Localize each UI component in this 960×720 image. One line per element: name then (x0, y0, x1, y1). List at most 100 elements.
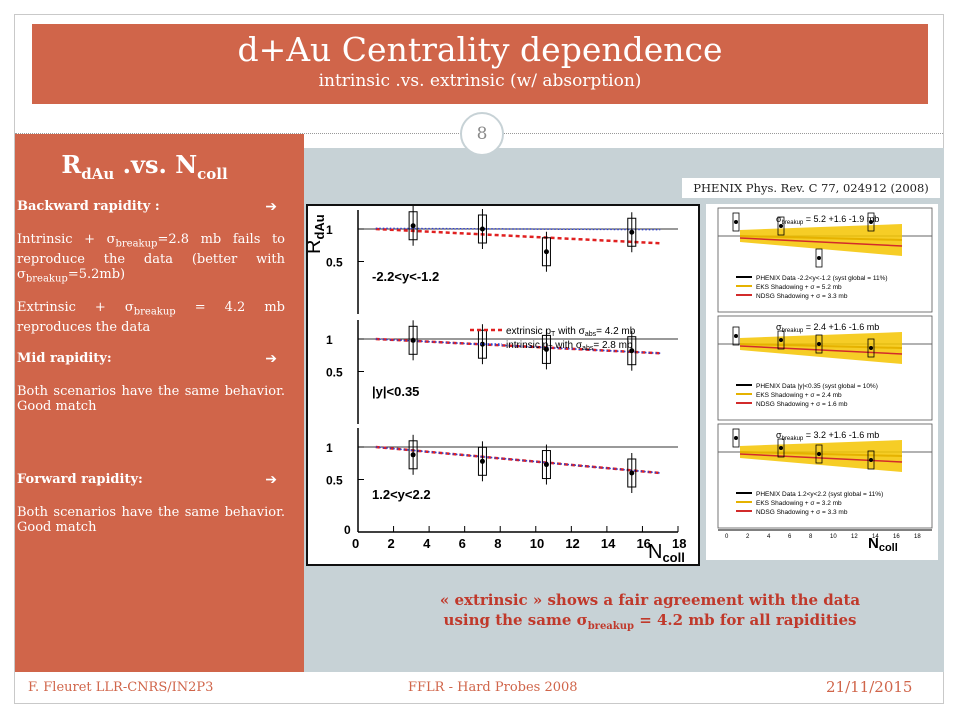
slide-number: 8 (460, 112, 504, 156)
phenix-syst-box (867, 212, 875, 232)
data-point (629, 348, 635, 354)
phenix-data-point (869, 346, 873, 350)
data-point (543, 346, 549, 352)
backward-section: Backward rapidity : ➔ Intrinsic + σbreak… (17, 199, 285, 335)
phenix-ndsg-line (739, 453, 903, 463)
phenix-x-tick-label: 4 (767, 534, 771, 540)
legend-int-a: intrinsic p (506, 340, 549, 351)
mid-text: Both scenarios have the same behavior. G… (17, 384, 285, 414)
phenix-panel-frame (717, 315, 933, 421)
phenix-syst-box (815, 334, 823, 354)
phenix-x-tick-label: 2 (746, 534, 750, 540)
phenix-sigma-label: σbreakup = 3.2 +1.6 -1.6 mb (776, 430, 879, 442)
phenix-legend-text: NDSG Shadowing + σ = 3.3 mb (756, 509, 848, 516)
phenix-eks-line (739, 343, 903, 349)
heading-n-sub: coll (197, 164, 228, 183)
phenix-x-tick-label: 8 (809, 534, 813, 540)
phenix-data-point (734, 334, 738, 338)
phenix-legend-text: PHENIX Data -2.2<y<-1.2 (syst global = 1… (756, 275, 888, 282)
heading-r: R (61, 150, 82, 179)
phenix-chart-svg: σbreakup = 5.2 +1.6 -1.9 mb PHENIX Data -… (717, 207, 933, 554)
phenix-data-point (869, 220, 873, 224)
legend-intrinsic-text: intrinsic pT with σabs= 2.8 mb (506, 340, 633, 352)
heading-vs: .vs. N (114, 150, 198, 179)
legend-int-val: = 2.8 mb (593, 340, 633, 351)
x-tick-label: 18 (672, 536, 686, 551)
data-point (629, 470, 635, 476)
legend-ext-a: extrinsic p (506, 326, 551, 337)
phenix-x-tick-label: 16 (893, 534, 900, 540)
y-tick-label: 1 (326, 441, 333, 455)
legend-int-with: with σ (553, 340, 583, 351)
legend-ext-with: with σ (555, 326, 585, 337)
phenix-syst-box (732, 428, 740, 448)
conclusion-text: « extrinsic » shows a fair agreement wit… (380, 590, 920, 637)
legend-extrinsic-text: extrinsic pT with σabs= 4.2 mb (506, 326, 636, 338)
phenix-syst-box (867, 450, 875, 470)
data-point (410, 223, 416, 229)
forward-text: Both scenarios have the same behavior. G… (17, 505, 285, 535)
x-tick-label: 14 (601, 536, 616, 551)
conclusion-line-1: « extrinsic » shows a fair agreement wit… (439, 591, 861, 609)
phenix-syst-box (815, 248, 823, 268)
backward-p1-sub2: breakup (25, 273, 68, 285)
data-point (410, 452, 416, 458)
conclusion-line-2: using the same σbreakup = 4.2 mb for all… (380, 610, 920, 637)
rdau-chart-svg: RdAu 1 0.5 -2.2<y<-1.2 1 0.5 |y|<0.35 1 0.5 1.2<… (303, 205, 686, 565)
legend-ext-t: T (551, 331, 556, 338)
data-point (629, 229, 635, 235)
phenix-x-axis-label: Ncoll (868, 535, 898, 554)
x-axis-label-main: N (648, 541, 662, 563)
phenix-x-tick-label: 0 (725, 534, 729, 540)
backward-text-1: Intrinsic + σbreakup=2.8 mb fails to rep… (17, 232, 285, 286)
phenix-data-point (817, 256, 821, 260)
phenix-ndsg-line (739, 345, 903, 355)
legend-int-t: T (548, 345, 553, 352)
x-axis-label: Ncoll (648, 541, 685, 564)
phenix-x-sub: coll (879, 542, 898, 554)
data-point (543, 249, 549, 255)
phenix-eks-line (739, 235, 903, 241)
footer-date: 21/11/2015 (826, 678, 913, 696)
conclusion-l2-a: using the same σ (443, 611, 588, 629)
intrinsic-curve (375, 446, 661, 474)
phenix-panels: σbreakup = 5.2 +1.6 -1.9 mb PHENIX Data -… (717, 207, 933, 540)
phenix-x-tick-label: 10 (830, 534, 837, 540)
title-bar: d+Au Centrality dependence intrinsic .vs… (32, 24, 928, 104)
backward-p1-b: =2.8 mb fails to reproduce the data (bet… (17, 232, 285, 282)
heading-r-sub: dAu (81, 164, 115, 183)
phenix-legend-text: PHENIX Data |y|<0.35 (syst global = 10%) (756, 383, 878, 390)
phenix-figure: σbreakup = 5.2 +1.6 -1.9 mb PHENIX Data -… (706, 204, 938, 560)
phenix-data-point (779, 446, 783, 450)
phenix-x-tick-label: 12 (851, 534, 858, 540)
phenix-data-point (869, 458, 873, 462)
phenix-data-point (817, 342, 821, 346)
phenix-syst-box (777, 438, 785, 458)
arrow-icon: ➔ (265, 472, 277, 488)
phenix-syst-box (777, 330, 785, 350)
phenix-syst-box (815, 444, 823, 464)
y-axis-label-sub: dAu (312, 214, 327, 239)
phenix-panel-2: σbreakup = 3.2 +1.6 -1.6 mb PHENIX Data 1… (717, 423, 933, 529)
extrinsic-curve (375, 227, 661, 245)
y-axis-label-main: R (308, 240, 325, 254)
rdau-plot: RdAu 1 0.5 -2.2<y<-1.2 1 0.5 |y|<0.35 1 0.5 1.2<… (303, 204, 700, 566)
backward-label: Backward rapidity : (17, 199, 160, 214)
x-axis-label-sub: coll (662, 550, 684, 564)
chart-panels: 1 0.5 -2.2<y<-1.2 1 0.5 |y|<0.35 1 0.5 1.2<y<2.2… (326, 205, 678, 537)
x-tick-label: 10 (530, 536, 544, 551)
backward-text-2: Extrinsic + σbreakup = 4.2 mb reproduces… (17, 300, 285, 335)
left-panel-heading: RdAu .vs. Ncoll (0, 150, 289, 183)
forward-label: Forward rapidity: (17, 472, 143, 487)
x-tick-labels: 0 2 4 6 8 10 12 14 16 18 (352, 526, 686, 551)
mid-label: Mid rapidity: (17, 351, 112, 366)
phenix-sigma-label: σbreakup = 5.2 +1.6 -1.9 mb (776, 214, 879, 226)
phenix-x-tick-label: 18 (914, 534, 921, 540)
x-tick-label: 4 (423, 536, 431, 551)
y-axis-label: RdAu (308, 214, 327, 254)
y-tick-label: 0.5 (326, 474, 343, 488)
conclusion-l2-sub: breakup (587, 621, 634, 632)
rapidity-label: -2.2<y<-1.2 (372, 269, 439, 284)
phenix-x-main: N (868, 535, 879, 552)
phenix-ndsg-line (739, 237, 903, 247)
